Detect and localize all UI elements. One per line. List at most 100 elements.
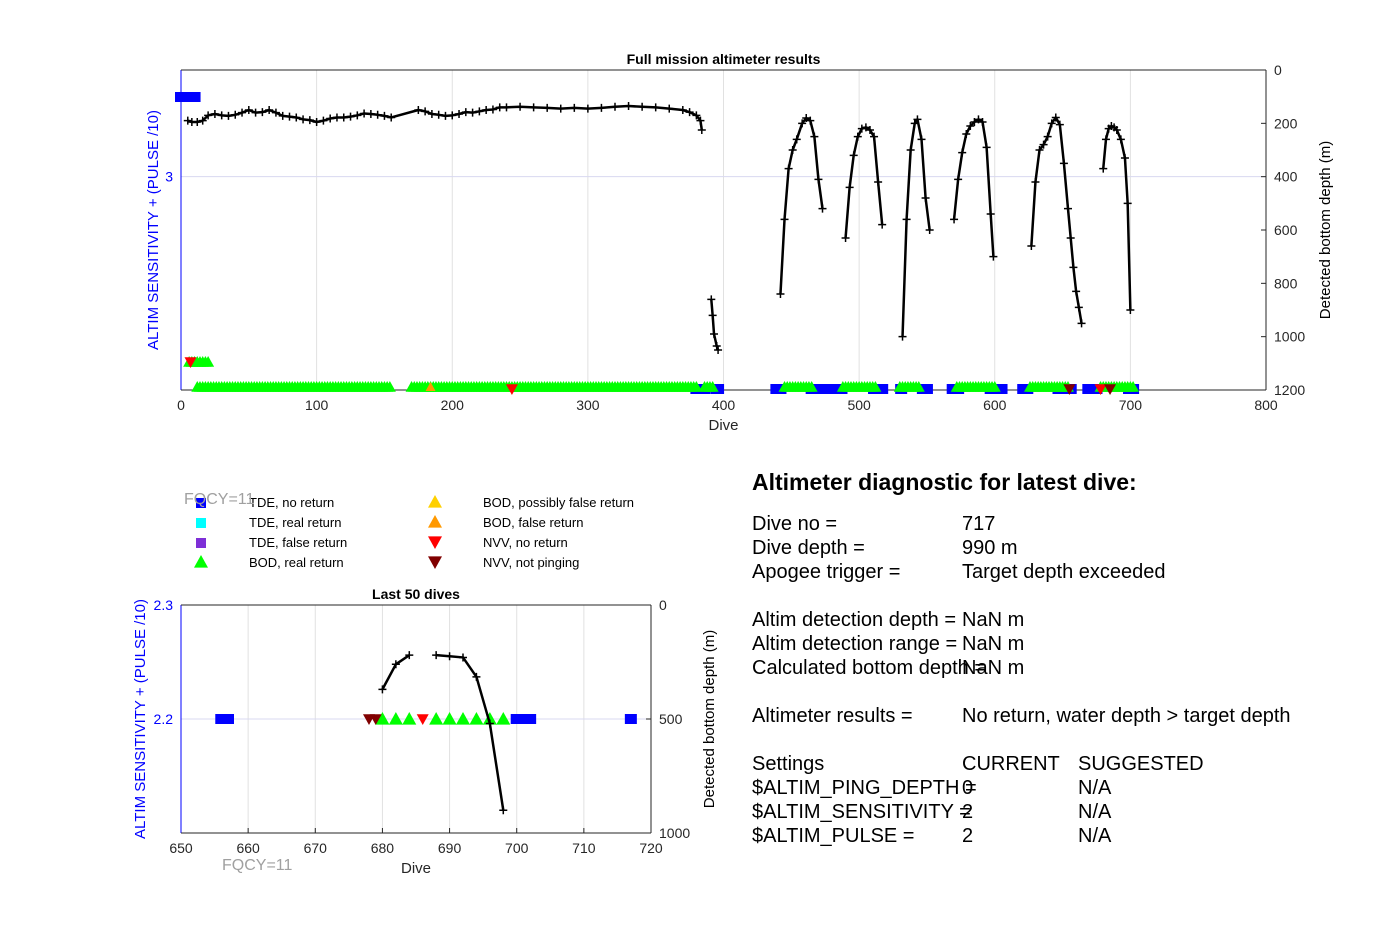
depth-point: [692, 111, 701, 120]
depth-point: [299, 115, 308, 124]
settings-header-row: Settings CURRENT SUGGESTED: [752, 752, 1392, 776]
current-header: CURRENT: [962, 753, 1060, 775]
depth-point: [292, 113, 301, 122]
apogee-label: Apogee trigger =: [752, 561, 901, 583]
depth-point: [1112, 126, 1121, 134]
depth-point: [954, 175, 963, 184]
depth-point: [1035, 146, 1044, 154]
y2-axis-label: Detected bottom depth (m): [1317, 141, 1334, 319]
x-tick-label: 100: [305, 397, 329, 413]
depth-point: [611, 102, 619, 111]
depth-point: [193, 118, 202, 126]
depth-point: [707, 295, 716, 304]
depth-point: [898, 332, 907, 341]
last-50-dives-chart: 650 660 670 680 690 700 710 720 2.2 2.3 0 500 1000 La…: [132, 586, 718, 877]
depth-point: [441, 111, 450, 120]
depth-point: [414, 106, 423, 114]
depth-point: [845, 183, 854, 192]
depth-point: [543, 103, 552, 112]
diagnostic-title: Altimeter diagnostic for latest dive:: [752, 469, 1137, 495]
x-tick-label: 400: [712, 397, 736, 413]
depth-point: [583, 104, 592, 113]
tde-no-return-marker: [876, 384, 889, 394]
bod-real-return-marker: [202, 356, 215, 367]
x-tick-label: 700: [1119, 397, 1143, 413]
depth-point: [405, 651, 414, 660]
fqcy-label-legend: FQCY=11: [184, 491, 255, 508]
depth-point: [387, 113, 396, 122]
depth-point: [685, 108, 694, 117]
depth-point: [841, 234, 850, 242]
depth-line: [779, 116, 824, 295]
depth-point: [373, 110, 382, 119]
depth-point: [958, 148, 967, 157]
legend-marker: [196, 498, 206, 508]
depth-point: [986, 210, 995, 218]
depth-point: [1027, 242, 1036, 250]
nvv-not-pinging-marker: [369, 714, 382, 725]
depth-point: [516, 102, 525, 111]
x-tick-label: 670: [304, 840, 328, 856]
dive-no-value: 717: [962, 513, 996, 535]
x-tick-label: 720: [639, 840, 663, 856]
depth-point: [448, 111, 457, 120]
depth-point: [917, 135, 926, 144]
depth-point: [278, 111, 287, 120]
depth-point: [1059, 159, 1068, 168]
ping-depth-suggested: N/A: [1078, 777, 1112, 799]
depth-point: [204, 111, 213, 120]
y-tick-label: 2.3: [154, 597, 174, 613]
depth-point: [1072, 287, 1081, 296]
depth-point: [472, 672, 481, 681]
bod-real-return-marker: [869, 381, 882, 392]
bod-real-return-marker: [690, 381, 703, 392]
depth-point: [849, 151, 858, 160]
legend-marker: [428, 495, 442, 508]
depth-point: [624, 102, 633, 110]
y2-tick-label: 500: [659, 711, 683, 727]
depth-point: [1126, 306, 1135, 314]
dive-depth-row: Dive depth = 990 m: [752, 536, 1392, 560]
legend-marker: [194, 555, 208, 568]
altimeter-diagnostic-panel: Altimeter diagnostic for latest dive: Di…: [752, 470, 1392, 848]
depth-point: [874, 178, 883, 186]
sensitivity-row: $ALTIM_SENSITIVITY = 2 N/A: [752, 800, 1392, 824]
bod-real-return-marker: [429, 712, 444, 725]
depth-point: [353, 111, 362, 120]
depth-point: [853, 132, 862, 141]
x-axis-label: Dive: [708, 417, 738, 434]
y2-tick-label: 1000: [1274, 329, 1305, 345]
x-tick-label: 710: [572, 840, 596, 856]
y2-tick-label: 0: [1274, 62, 1282, 78]
depth-line: [952, 118, 995, 257]
detection-depth-label: Altim detection depth =: [752, 609, 957, 631]
dive-depth-value: 990 m: [962, 537, 1018, 559]
depth-point: [784, 164, 793, 173]
bod-real-return-marker: [442, 712, 457, 725]
dive-no-row: Dive no = 717: [752, 512, 1392, 536]
depth-point: [391, 660, 400, 669]
depth-point: [962, 130, 971, 138]
depth-point: [1066, 234, 1075, 242]
bod-real-return-marker: [988, 381, 1001, 392]
depth-point: [792, 135, 801, 144]
depth-point: [798, 119, 807, 128]
bod-real-return-marker: [375, 712, 390, 725]
legend-marker: [196, 518, 206, 528]
depth-point: [878, 220, 887, 229]
depth-point: [529, 103, 538, 112]
legend-marker: [428, 536, 442, 549]
depth-line: [436, 653, 505, 811]
detection-range-row: Altim detection range = NaN m: [752, 632, 1392, 656]
depth-point: [802, 114, 811, 122]
depth-point: [1043, 132, 1052, 141]
ping-depth-current: 0: [962, 777, 974, 799]
marker-legend: TDE, no return TDE, real return TDE, false…: [194, 495, 634, 570]
tde-no-return-marker: [524, 714, 537, 724]
depth-point: [271, 108, 280, 117]
legend-label: NVV, not pinging: [483, 555, 579, 570]
settings-label: Settings: [752, 753, 825, 775]
depth-point: [210, 110, 219, 118]
bod-real-return-marker: [388, 712, 403, 725]
y-axis-label: ALTIM SENSITIVITY + (PULSE /10): [145, 110, 162, 350]
